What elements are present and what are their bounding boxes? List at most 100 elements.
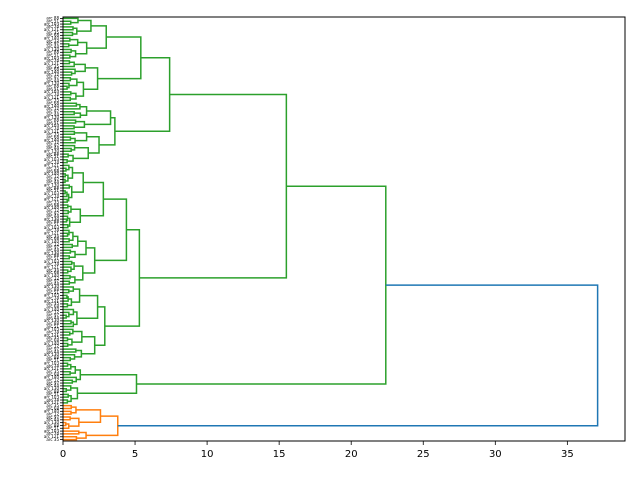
dendrogram-link — [63, 68, 76, 75]
dendrogram-link — [86, 415, 119, 437]
dendrogram-link — [63, 238, 70, 243]
leaf-label: arc 12 — [46, 174, 59, 179]
dendrogram-link — [72, 27, 78, 35]
leaf-label: arc 121 — [44, 95, 60, 100]
dendrogram-link — [71, 172, 84, 193]
leaf-label: arc 97 — [46, 211, 59, 216]
x-axis: 0 5 10 15 20 25 30 35 — [60, 441, 574, 460]
leaf-label: arc 74 — [46, 92, 59, 97]
leaf-label: arc 74 — [46, 262, 59, 267]
leaf-label: arc 44 — [46, 315, 59, 320]
leaf-label: arc 103 — [44, 225, 60, 230]
leaf-label: arc 103 — [44, 123, 60, 128]
dendrogram-link — [83, 67, 99, 91]
leaf-label: arc 130 — [44, 352, 60, 357]
leaf-label: arc 74 — [46, 24, 59, 29]
dendrogram-link — [75, 41, 88, 55]
leaf-label: arc 88 — [46, 185, 59, 190]
leaf-label: arc 74 — [46, 296, 59, 301]
dendrogram-link — [63, 158, 68, 164]
leaf-label: arc 103 — [44, 89, 60, 94]
leaf-label: arc 97 — [46, 109, 59, 114]
dendrogram-link — [63, 260, 73, 266]
x-tick-label: 20 — [345, 449, 358, 460]
leaf-label: arc 12 — [46, 106, 59, 111]
x-tick-label: 30 — [489, 449, 502, 460]
leaf-label: arc 74 — [46, 126, 59, 131]
leaf-label: arc 121 — [44, 366, 60, 371]
leaf-label: arc 51 — [46, 256, 59, 261]
leaf-label: arc 88 — [46, 355, 59, 360]
leaf-label: arc 121 — [44, 129, 60, 134]
dendrogram-link — [65, 174, 69, 182]
dendrogram-link — [136, 185, 387, 385]
leaf-label: arc 35 — [46, 437, 59, 442]
dendrogram-link — [63, 404, 72, 410]
dendrogram-link — [63, 184, 71, 189]
leaf-label: arc 121 — [44, 61, 60, 66]
dendrogram-link — [63, 119, 77, 124]
leaf-label: arc 103 — [44, 293, 60, 298]
leaf-label: arc 103 — [44, 21, 60, 26]
dendrogram-link — [63, 110, 75, 116]
leaf-label: arc 35 — [46, 301, 59, 306]
leaf-label: arc 103 — [44, 157, 60, 162]
leaf-label: arc 51 — [46, 290, 59, 295]
dendrogram-link — [66, 193, 70, 202]
leaf-label: arc 35 — [46, 30, 59, 35]
dendrogram-link — [94, 198, 128, 262]
leaf-label: arc 140 — [44, 103, 60, 108]
leaf-label: arc 35 — [46, 369, 59, 374]
leaf-label: arc 12 — [46, 344, 59, 349]
leaf-label: arc 74 — [46, 363, 59, 368]
dendrogram-link — [63, 218, 68, 223]
leaf-label: arc 51 — [46, 358, 59, 363]
dendrogram-link — [75, 409, 102, 424]
leaf-label: arc 12 — [46, 208, 59, 213]
leaf-label: arc 51 — [46, 392, 59, 397]
leaf-label: arc 140 — [44, 341, 60, 346]
leaf-label: arc 97 — [46, 346, 59, 351]
dendrogram-links — [63, 17, 599, 441]
dendrogram-link — [63, 249, 72, 254]
dendrogram-link — [76, 294, 99, 319]
dendrogram-link — [63, 102, 78, 107]
dendrogram-link — [63, 416, 71, 421]
dendrogram-link — [63, 43, 70, 48]
leaf-label: arc 44 — [46, 281, 59, 286]
dendrogram-link — [104, 229, 141, 327]
leaf-label: arc 51 — [46, 188, 59, 193]
leaf-label: arc 51 — [46, 324, 59, 329]
dendrogram-link — [94, 306, 106, 346]
leaf-label: arc 68 — [46, 168, 59, 173]
dendrogram-link — [63, 31, 74, 37]
leaf-label: arc 121 — [44, 163, 60, 168]
leaf-label: arc 12 — [46, 72, 59, 77]
leaf-label: arc 12 — [46, 378, 59, 383]
leaf-label: arc 88 — [46, 321, 59, 326]
dendrogram-link — [63, 26, 74, 31]
leaf-label: arc 97 — [46, 414, 59, 419]
dendrogram-link — [67, 154, 74, 162]
leaf-label: arc 130 — [44, 81, 60, 86]
x-tick-label: 15 — [273, 449, 286, 460]
leaf-label: arc 88 — [46, 16, 59, 21]
leaf-label: arc 35 — [46, 403, 59, 408]
dendrogram-link — [63, 331, 71, 336]
leaf-label: arc 68 — [46, 338, 59, 343]
leaf-label: arc 51 — [46, 52, 59, 57]
dendrogram-link — [74, 132, 88, 142]
leaf-label: arc 103 — [44, 327, 60, 332]
dendrogram-link — [63, 393, 69, 398]
leaf-label: arc 140 — [44, 205, 60, 210]
leaf-label: arc 88 — [46, 151, 59, 156]
leaf-label: arc 68 — [46, 406, 59, 411]
leaf-label: arc 44 — [46, 44, 59, 49]
leaf-label: arc 44 — [46, 417, 59, 422]
leaf-label: arc 68 — [46, 33, 59, 38]
dendrogram-link — [63, 348, 77, 353]
leaf-label: arc 121 — [44, 332, 60, 337]
dendrogram-link — [75, 369, 82, 381]
